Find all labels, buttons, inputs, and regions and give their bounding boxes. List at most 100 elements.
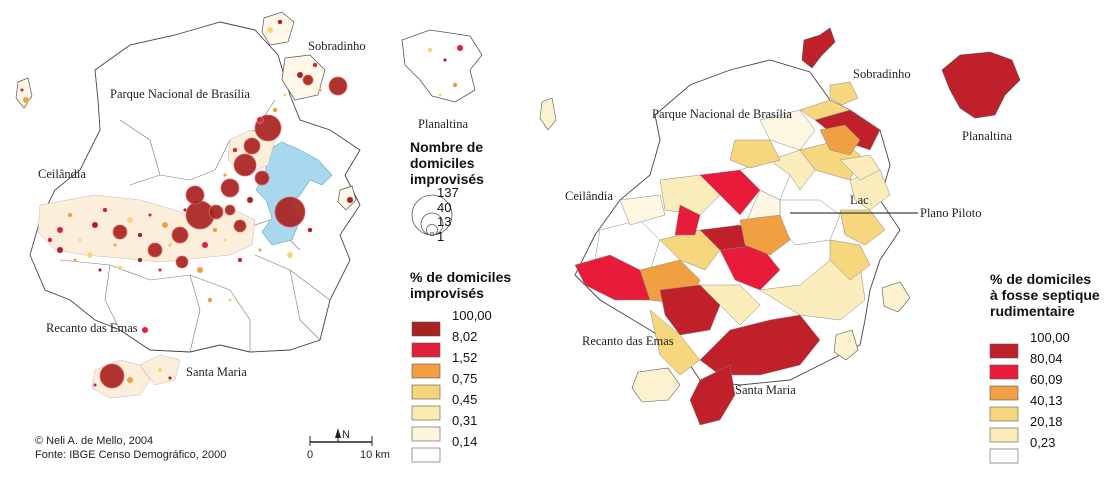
- right-choropleth-polygons: [574, 81, 891, 426]
- circle-marker-small: [91, 221, 99, 229]
- size-legend-value-3: 13: [437, 214, 451, 229]
- circle-marker: [233, 219, 247, 233]
- circle-marker-small: [272, 107, 278, 113]
- right-legend-value-4: 40,13: [1030, 393, 1063, 408]
- right-right-exclave: [881, 281, 911, 313]
- choropleth-polygon: [689, 364, 736, 426]
- circle-marker-small: [117, 265, 123, 271]
- right-color-legend-title-1: % de domiciles: [990, 271, 1091, 287]
- size-legend-title-3: improvisés: [410, 171, 484, 187]
- label-plano-piloto: Plano Piloto: [920, 206, 981, 220]
- circle-marker: [175, 255, 189, 269]
- circle-marker-small: [237, 257, 243, 263]
- circle-marker-small: [182, 207, 187, 212]
- circle-marker-small: [22, 96, 30, 104]
- scale-end: 10 km: [360, 449, 390, 461]
- circle-marker-small: [286, 251, 294, 259]
- right-exclave: [337, 185, 357, 211]
- right-top-exclave: [801, 27, 836, 69]
- choropleth-polygon: [699, 284, 761, 326]
- circle-marker-small: [102, 207, 108, 213]
- circle-marker-small: [137, 232, 143, 238]
- circle-marker: [171, 226, 189, 244]
- circle-marker-small: [212, 227, 218, 233]
- circle-marker-small: [312, 62, 318, 68]
- circle-marker-small: [126, 216, 134, 224]
- size-legend-circle-medium: [420, 212, 444, 236]
- circle-marker-small: [438, 92, 443, 97]
- scale-zero: 0: [307, 449, 313, 461]
- circle-marker-small: [207, 297, 213, 303]
- right-mid-exclave: [833, 329, 859, 361]
- right-planaltina-exclave: [941, 51, 1021, 119]
- left-legend-value-3: 1,52: [452, 350, 477, 365]
- size-legend-circle-tiny: [430, 232, 434, 236]
- circle-marker: [208, 204, 224, 220]
- left-legend-swatch-7: [411, 447, 441, 463]
- right-legend-swatch-4: [989, 406, 1019, 422]
- circle-marker-small: [72, 258, 77, 263]
- circle-marker: [185, 185, 205, 205]
- left-color-legend-title-2: improvisés: [410, 285, 484, 301]
- left-legend-swatch-4: [411, 384, 441, 400]
- scale-bar: 0 10 km: [307, 436, 390, 461]
- right-legend-value-2: 80,04: [1030, 351, 1063, 366]
- left-color-legend: % de domiciles improvisés 100,00 8,02 1,52…: [410, 269, 511, 463]
- label-ceilandia-left: Ceilândia: [38, 167, 86, 181]
- circle-marker-small: [157, 268, 162, 273]
- choropleth-polygon: [699, 169, 761, 216]
- label-parque-left: Parque Nacional de Brasília: [110, 87, 250, 101]
- circle-marker-small: [346, 196, 354, 204]
- right-legend-swatch-1: [989, 343, 1019, 359]
- left-legend-value-6: 0,31: [452, 413, 477, 428]
- left-legend-swatch-6: [411, 426, 441, 442]
- circle-marker-small: [196, 266, 204, 274]
- circle-marker-small: [86, 251, 94, 259]
- right-legend-value-3: 60,09: [1030, 372, 1063, 387]
- left-legend-swatch-3: [411, 363, 441, 379]
- circle-marker-small: [232, 147, 238, 153]
- size-legend: Nombre de domiciles improvisés 137 40 13…: [410, 139, 484, 244]
- circle-marker: [99, 363, 125, 389]
- choropleth-polygon: [759, 259, 866, 321]
- label-sobradinho-left: Sobradinho: [308, 39, 366, 53]
- choropleth-polygon: [819, 124, 861, 156]
- left-legend-value-5: 0,45: [452, 392, 477, 407]
- circle-marker-small: [227, 298, 232, 303]
- choropleth-polygon: [839, 209, 886, 246]
- label-santa-maria-left: Santa Maria: [186, 365, 247, 379]
- right-color-legend-title-3: rudimentaire: [990, 303, 1075, 319]
- choropleth-polygon: [769, 149, 816, 191]
- circle-marker-small: [161, 221, 169, 229]
- label-santa-maria-right: Santa Maria: [735, 383, 796, 397]
- size-legend-value-2: 40: [437, 200, 451, 215]
- circle-marker-small: [112, 242, 117, 247]
- circle-marker-small: [20, 87, 25, 92]
- size-legend-circle-small: [426, 224, 438, 236]
- choropleth-polygon: [829, 81, 859, 106]
- left-color-legend-title-1: % de domiciles: [410, 269, 511, 285]
- circle-marker-small: [147, 212, 152, 217]
- circle-marker: [220, 178, 240, 198]
- circle-marker-small: [47, 237, 53, 243]
- right-color-legend-title-2: à fosse septique: [990, 287, 1100, 303]
- size-legend-value-1: 137: [437, 185, 459, 200]
- circle-marker-small: [77, 237, 82, 242]
- right-legend-swatch-5: [989, 427, 1019, 443]
- credit-author: © Neli A. de Mello, 2004: [35, 435, 153, 447]
- left-proportional-circles: [20, 19, 464, 389]
- choropleth-polygon: [619, 194, 666, 226]
- choropleth-polygon: [739, 214, 791, 256]
- choropleth-polygon: [839, 154, 881, 181]
- circle-marker-small: [56, 226, 64, 234]
- choropleth-polygon: [829, 239, 871, 281]
- right-left-exclave: [539, 97, 557, 131]
- label-planaltina-left: Planaltina: [418, 117, 468, 131]
- circle-marker-small: [126, 376, 134, 384]
- circle-marker-small: [452, 82, 458, 88]
- circle-marker-small: [443, 58, 448, 63]
- left-legend-swatch-5: [411, 405, 441, 421]
- label-sobradinho-right: Sobradinho: [853, 67, 911, 81]
- choropleth-polygon: [699, 314, 821, 376]
- label-planaltina-right: Planaltina: [962, 129, 1012, 143]
